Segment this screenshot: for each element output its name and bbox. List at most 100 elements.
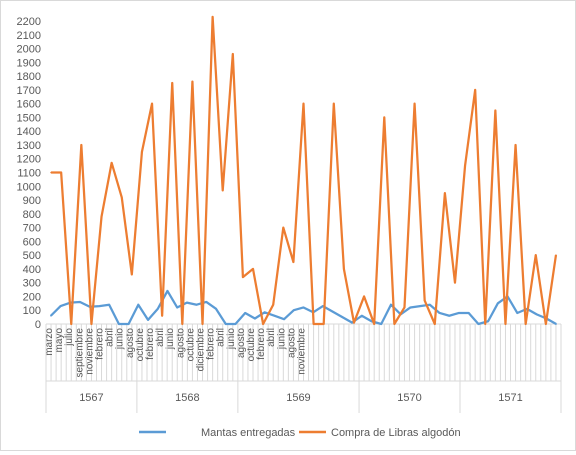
- y-tick-label: 100: [23, 305, 41, 317]
- data-point: [534, 254, 537, 256]
- data-point: [262, 323, 264, 325]
- year-group-label: 1567: [79, 392, 103, 404]
- data-point: [232, 53, 234, 55]
- data-point: [166, 290, 169, 292]
- x-tick-label: octubre: [135, 328, 146, 362]
- data-point: [147, 319, 149, 321]
- y-tick-label: 2200: [17, 16, 41, 28]
- x-tick-label: agosto: [236, 328, 247, 358]
- data-point: [90, 323, 93, 325]
- data-point: [444, 192, 446, 194]
- data-point: [254, 317, 256, 320]
- data-point: [98, 305, 101, 307]
- legend-label: Compra de Libras algodón: [331, 427, 461, 439]
- data-point: [120, 196, 123, 199]
- data-point: [524, 323, 527, 325]
- x-tick-label: abril: [216, 328, 227, 347]
- data-point: [454, 281, 456, 284]
- y-tick-label: 1900: [17, 57, 41, 69]
- data-point: [191, 80, 194, 83]
- x-tick-label: abril: [155, 328, 166, 347]
- data-point: [393, 323, 396, 325]
- series-line-2: [51, 15, 558, 326]
- legend: Mantas entregadas Compra de Libras algodó…: [139, 427, 461, 439]
- data-point: [263, 311, 266, 314]
- x-tick-label: noviembre: [84, 328, 95, 375]
- data-point: [429, 303, 431, 306]
- x-axis: 1567 1568 1569 1570 1571 marzo mayo julio septie…: [44, 323, 562, 413]
- x-tick-label: septiembre: [74, 328, 85, 378]
- data-point: [282, 226, 285, 229]
- data-point: [302, 102, 305, 105]
- data-point: [383, 116, 386, 119]
- data-point: [353, 321, 355, 324]
- data-point: [458, 312, 460, 314]
- data-point: [403, 306, 406, 309]
- data-point: [59, 305, 62, 307]
- data-point: [156, 308, 159, 310]
- data-point: [176, 306, 178, 309]
- y-tick-label: 800: [23, 209, 41, 221]
- y-tick-label: 1300: [17, 140, 41, 152]
- data-point: [100, 215, 103, 218]
- data-point: [448, 314, 451, 317]
- x-tick-label: agosto: [286, 328, 297, 358]
- data-point: [272, 303, 275, 306]
- y-tick-label: 700: [23, 223, 41, 235]
- data-point: [234, 323, 237, 325]
- data-point: [273, 314, 276, 317]
- y-tick-label: 900: [23, 195, 41, 207]
- data-point: [292, 261, 295, 263]
- data-point: [351, 321, 353, 324]
- data-point: [555, 323, 557, 325]
- year-group-label: 1568: [175, 392, 199, 404]
- data-point: [131, 273, 133, 276]
- x-tick-label: febrero: [206, 328, 217, 360]
- data-point: [80, 144, 83, 146]
- data-point: [341, 316, 344, 318]
- data-point: [312, 323, 315, 325]
- data-point: [380, 323, 383, 325]
- data-point: [161, 314, 163, 317]
- data-point: [242, 276, 244, 278]
- x-tick-label: mayo: [54, 328, 65, 353]
- data-point: [201, 323, 204, 325]
- y-tick-label: 1600: [17, 99, 41, 111]
- data-point: [50, 314, 52, 317]
- data-point: [50, 171, 52, 174]
- data-point: [292, 309, 295, 312]
- data-point: [171, 82, 174, 84]
- data-point: [494, 109, 497, 112]
- data-point: [545, 323, 547, 325]
- x-tick-label: junio: [276, 328, 287, 351]
- year-group-label: 1570: [397, 392, 421, 404]
- data-point: [413, 102, 416, 105]
- y-tick-label: 400: [23, 264, 41, 276]
- data-point: [390, 303, 392, 306]
- x-tick-label: febrero: [256, 328, 267, 360]
- data-point: [252, 268, 254, 270]
- data-point: [331, 310, 334, 313]
- y-tick-label: 1500: [17, 112, 41, 124]
- data-point: [283, 318, 285, 320]
- x-tick-label: agosto: [175, 328, 186, 358]
- x-tick-label: agosto: [125, 328, 136, 358]
- y-tick-label: 200: [23, 291, 41, 303]
- y-tick-label: 1100: [17, 168, 41, 180]
- data-point: [474, 89, 476, 91]
- data-point: [343, 268, 345, 270]
- data-point: [332, 102, 335, 105]
- y-tick-label: 1700: [17, 85, 41, 97]
- legend-label: Mantas entregadas: [201, 427, 296, 439]
- data-point: [322, 323, 325, 325]
- data-point: [110, 162, 113, 164]
- y-axis-ticks: 0100200300400500600700800900100011001200…: [17, 16, 41, 331]
- data-point: [205, 301, 208, 303]
- data-point: [423, 299, 426, 302]
- y-tick-label: 1000: [17, 181, 41, 193]
- x-tick-label: noviembre: [296, 328, 307, 375]
- y-tick-label: 500: [23, 250, 41, 262]
- data-point: [224, 323, 227, 325]
- data-point: [215, 308, 217, 310]
